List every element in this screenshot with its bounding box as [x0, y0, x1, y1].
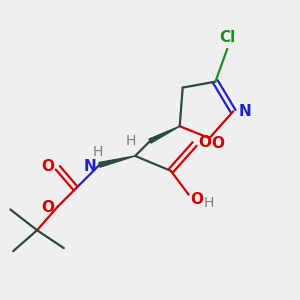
- Text: N: N: [238, 104, 251, 119]
- Text: O: O: [190, 192, 203, 207]
- Polygon shape: [149, 126, 180, 143]
- Polygon shape: [99, 156, 135, 167]
- Text: Cl: Cl: [219, 30, 236, 45]
- Text: N: N: [83, 159, 96, 174]
- Text: H: H: [125, 134, 136, 148]
- Text: O: O: [41, 200, 54, 215]
- Text: O: O: [41, 159, 54, 174]
- Text: O: O: [198, 135, 211, 150]
- Text: H: H: [93, 145, 103, 159]
- Text: O: O: [211, 136, 224, 151]
- Text: H: H: [203, 196, 214, 210]
